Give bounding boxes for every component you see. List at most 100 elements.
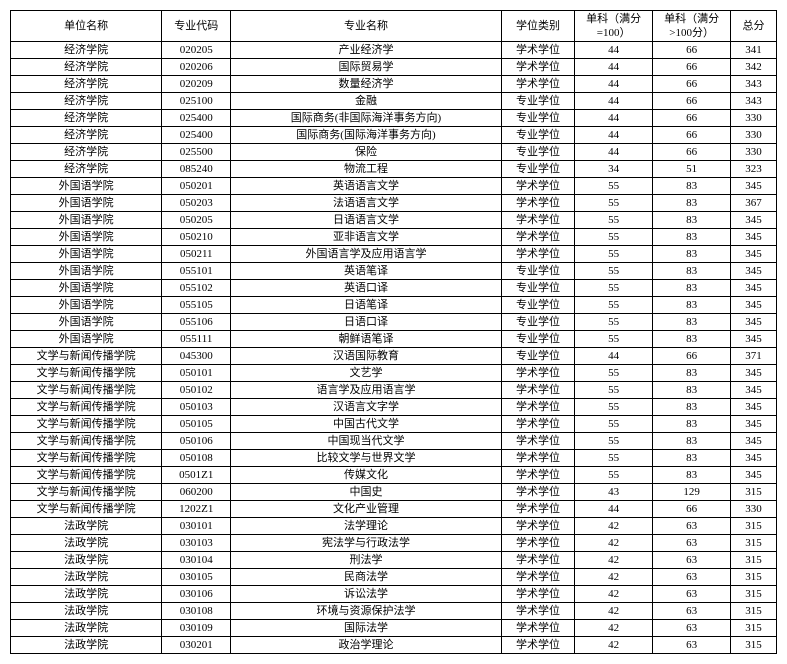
col-major: 专业名称 bbox=[231, 11, 502, 42]
table-cell: 345 bbox=[731, 433, 777, 450]
table-cell: 42 bbox=[575, 518, 653, 535]
table-cell: 055106 bbox=[162, 314, 231, 331]
table-cell: 51 bbox=[653, 161, 731, 178]
table-cell: 国际法学 bbox=[231, 620, 502, 637]
table-cell: 专业学位 bbox=[501, 127, 574, 144]
table-cell: 学术学位 bbox=[501, 246, 574, 263]
table-cell: 国际商务(非国际海洋事务方向) bbox=[231, 110, 502, 127]
table-row: 外国语学院050201英语语言文学学术学位5583345 bbox=[11, 178, 777, 195]
table-cell: 宪法学与行政法学 bbox=[231, 535, 502, 552]
table-cell: 学术学位 bbox=[501, 450, 574, 467]
table-cell: 55 bbox=[575, 212, 653, 229]
table-cell: 专业学位 bbox=[501, 110, 574, 127]
table-cell: 文艺学 bbox=[231, 365, 502, 382]
table-cell: 42 bbox=[575, 637, 653, 654]
table-row: 外国语学院050205日语语言文学学术学位5583345 bbox=[11, 212, 777, 229]
table-cell: 专业学位 bbox=[501, 93, 574, 110]
table-cell: 法政学院 bbox=[11, 569, 162, 586]
table-cell: 外国语学院 bbox=[11, 280, 162, 297]
table-cell: 085240 bbox=[162, 161, 231, 178]
table-cell: 83 bbox=[653, 195, 731, 212]
table-cell: 日语语言文学 bbox=[231, 212, 502, 229]
table-cell: 法政学院 bbox=[11, 586, 162, 603]
table-row: 经济学院025400国际商务(国际海洋事务方向)专业学位4466330 bbox=[11, 127, 777, 144]
table-cell: 学术学位 bbox=[501, 484, 574, 501]
table-row: 法政学院030103宪法学与行政法学学术学位4263315 bbox=[11, 535, 777, 552]
table-cell: 030104 bbox=[162, 552, 231, 569]
table-cell: 315 bbox=[731, 552, 777, 569]
table-row: 文学与新闻传播学院045300汉语国际教育专业学位4466371 bbox=[11, 348, 777, 365]
table-cell: 66 bbox=[653, 127, 731, 144]
table-cell: 文学与新闻传播学院 bbox=[11, 399, 162, 416]
table-cell: 34 bbox=[575, 161, 653, 178]
table-cell: 文学与新闻传播学院 bbox=[11, 382, 162, 399]
table-cell: 学术学位 bbox=[501, 603, 574, 620]
table-cell: 050108 bbox=[162, 450, 231, 467]
table-cell: 83 bbox=[653, 280, 731, 297]
col-unit: 单位名称 bbox=[11, 11, 162, 42]
table-cell: 030103 bbox=[162, 535, 231, 552]
table-cell: 050205 bbox=[162, 212, 231, 229]
table-cell: 63 bbox=[653, 569, 731, 586]
table-cell: 315 bbox=[731, 484, 777, 501]
table-row: 外国语学院055105日语笔译专业学位5583345 bbox=[11, 297, 777, 314]
table-cell: 法学理论 bbox=[231, 518, 502, 535]
table-cell: 42 bbox=[575, 620, 653, 637]
table-cell: 330 bbox=[731, 144, 777, 161]
table-cell: 学术学位 bbox=[501, 535, 574, 552]
table-row: 法政学院030109国际法学学术学位4263315 bbox=[11, 620, 777, 637]
table-cell: 66 bbox=[653, 110, 731, 127]
table-cell: 42 bbox=[575, 535, 653, 552]
table-cell: 55 bbox=[575, 416, 653, 433]
table-cell: 法政学院 bbox=[11, 603, 162, 620]
table-row: 法政学院030104刑法学学术学位4263315 bbox=[11, 552, 777, 569]
table-cell: 83 bbox=[653, 433, 731, 450]
table-row: 经济学院025400国际商务(非国际海洋事务方向)专业学位4466330 bbox=[11, 110, 777, 127]
table-cell: 66 bbox=[653, 59, 731, 76]
table-row: 文学与新闻传播学院0501Z1传媒文化学术学位5583345 bbox=[11, 467, 777, 484]
table-cell: 343 bbox=[731, 76, 777, 93]
table-cell: 060200 bbox=[162, 484, 231, 501]
table-cell: 345 bbox=[731, 365, 777, 382]
table-cell: 55 bbox=[575, 178, 653, 195]
table-cell: 法政学院 bbox=[11, 637, 162, 654]
table-cell: 44 bbox=[575, 42, 653, 59]
table-row: 法政学院030101法学理论学术学位4263315 bbox=[11, 518, 777, 535]
table-cell: 315 bbox=[731, 569, 777, 586]
table-cell: 44 bbox=[575, 144, 653, 161]
table-cell: 367 bbox=[731, 195, 777, 212]
table-cell: 学术学位 bbox=[501, 501, 574, 518]
table-cell: 44 bbox=[575, 127, 653, 144]
table-cell: 050201 bbox=[162, 178, 231, 195]
table-cell: 环境与资源保护法学 bbox=[231, 603, 502, 620]
table-cell: 55 bbox=[575, 297, 653, 314]
table-cell: 学术学位 bbox=[501, 365, 574, 382]
table-cell: 国际贸易学 bbox=[231, 59, 502, 76]
table-cell: 129 bbox=[653, 484, 731, 501]
table-cell: 专业学位 bbox=[501, 161, 574, 178]
table-cell: 345 bbox=[731, 178, 777, 195]
table-row: 文学与新闻传播学院060200中国史学术学位43129315 bbox=[11, 484, 777, 501]
table-cell: 345 bbox=[731, 416, 777, 433]
table-row: 文学与新闻传播学院050103汉语言文字学学术学位5583345 bbox=[11, 399, 777, 416]
table-cell: 050103 bbox=[162, 399, 231, 416]
table-cell: 83 bbox=[653, 450, 731, 467]
table-cell: 55 bbox=[575, 263, 653, 280]
table-cell: 345 bbox=[731, 399, 777, 416]
table-cell: 学术学位 bbox=[501, 518, 574, 535]
table-cell: 经济学院 bbox=[11, 76, 162, 93]
table-row: 经济学院020206国际贸易学学术学位4466342 bbox=[11, 59, 777, 76]
table-cell: 66 bbox=[653, 144, 731, 161]
table-row: 经济学院025100金融专业学位4466343 bbox=[11, 93, 777, 110]
table-cell: 345 bbox=[731, 229, 777, 246]
table-cell: 学术学位 bbox=[501, 416, 574, 433]
table-cell: 42 bbox=[575, 603, 653, 620]
table-row: 经济学院020205产业经济学学术学位4466341 bbox=[11, 42, 777, 59]
table-cell: 学术学位 bbox=[501, 178, 574, 195]
table-cell: 345 bbox=[731, 280, 777, 297]
table-cell: 经济学院 bbox=[11, 144, 162, 161]
table-cell: 323 bbox=[731, 161, 777, 178]
table-cell: 经济学院 bbox=[11, 127, 162, 144]
table-cell: 经济学院 bbox=[11, 42, 162, 59]
table-cell: 产业经济学 bbox=[231, 42, 502, 59]
